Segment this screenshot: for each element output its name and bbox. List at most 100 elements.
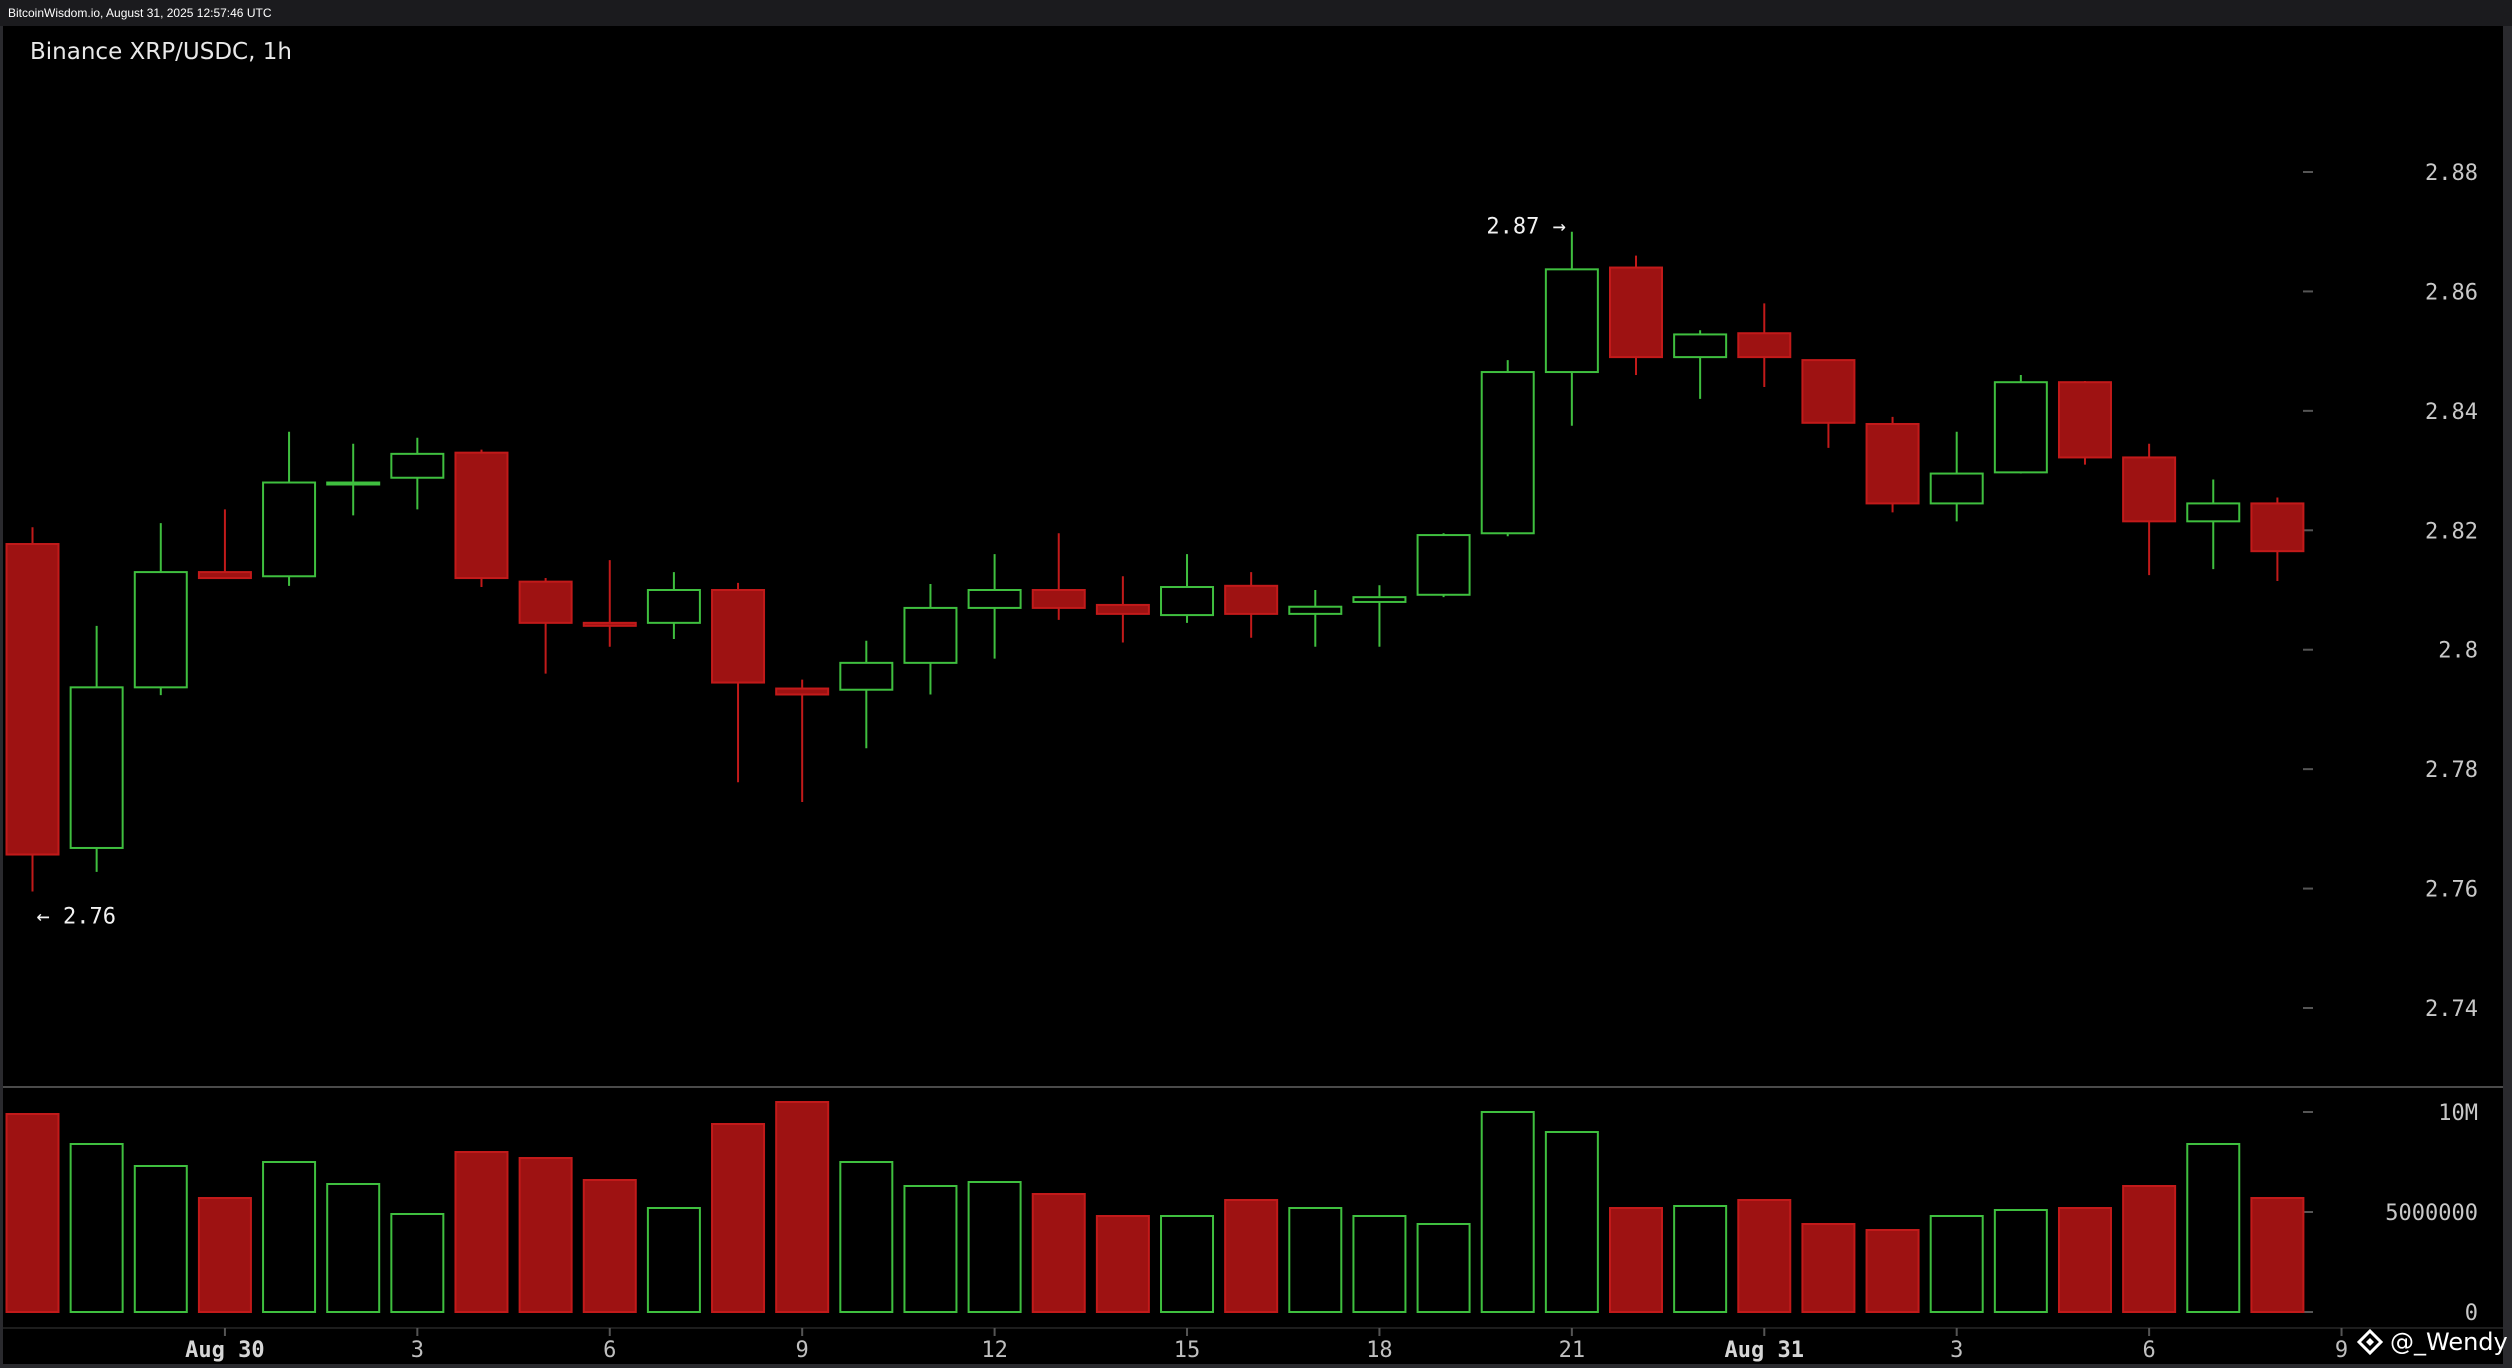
candle	[197, 509, 252, 580]
time-tick-label: 15	[1174, 1338, 1201, 1363]
candle	[967, 554, 1022, 659]
candle-body	[5, 543, 60, 856]
candle-body	[1993, 381, 2048, 474]
candle	[69, 625, 124, 872]
time-tick-label: 9	[2335, 1338, 2348, 1363]
binance-square-icon	[2356, 1328, 2384, 1356]
candle-body	[711, 589, 766, 684]
time-tick-label: 6	[603, 1338, 616, 1363]
candle	[1031, 533, 1086, 620]
volume-bar	[1031, 1193, 1086, 1313]
chart-plot-area	[3, 26, 2503, 1364]
volume-bar	[454, 1151, 509, 1313]
volume-bar	[390, 1213, 445, 1313]
volume-bar	[2122, 1185, 2177, 1313]
candle	[1160, 554, 1215, 623]
price-tick-label: 2.76	[2425, 878, 2478, 903]
candle-body	[326, 481, 381, 486]
volume-bar	[262, 1161, 317, 1313]
volume-bar	[1224, 1199, 1279, 1313]
candle	[326, 443, 381, 516]
volume-bar	[839, 1161, 894, 1313]
candle-body	[2250, 502, 2305, 553]
candle-body	[197, 571, 252, 580]
candle-body	[1480, 371, 1535, 535]
volume-bar	[197, 1197, 252, 1313]
high-price-annotation: 2.87 →	[1486, 215, 1565, 240]
candle-body	[1160, 586, 1215, 617]
candle	[1352, 585, 1407, 647]
candle-body	[518, 580, 573, 624]
candle	[1929, 431, 1984, 522]
volume-bar	[903, 1185, 958, 1313]
chart-title: Binance XRP/USDC, 1h	[30, 39, 292, 65]
volume-bar	[518, 1157, 573, 1313]
low-price-annotation: ← 2.76	[37, 905, 116, 930]
candle-body	[903, 606, 958, 664]
candle	[262, 431, 317, 586]
candle	[1865, 416, 1920, 513]
time-axis: Aug 30 3 6 9 12 15 18 21 Aug 31 3 6 9	[185, 1328, 2348, 1363]
candle-body	[454, 451, 509, 580]
volume-bar	[1737, 1199, 1792, 1313]
candle-body	[646, 589, 701, 624]
time-tick-label: 6	[2142, 1338, 2155, 1363]
candle-body	[2122, 456, 2177, 523]
candle-body	[2186, 502, 2241, 523]
candle	[903, 584, 958, 695]
candle-body	[1416, 534, 1471, 596]
candle	[1288, 590, 1343, 647]
price-tick-label: 2.88	[2425, 161, 2478, 186]
price-tick-label: 2.84	[2425, 400, 2478, 425]
time-tick-label: 3	[411, 1338, 424, 1363]
candle-body	[133, 571, 188, 689]
candle-body	[1031, 589, 1086, 609]
volume-tick-label: 10M	[2438, 1101, 2478, 1126]
time-tick-label: 21	[1559, 1338, 1586, 1363]
time-tick-label: 3	[1950, 1338, 1963, 1363]
volume-bar	[711, 1123, 766, 1313]
price-tick-label: 2.78	[2425, 758, 2478, 783]
candle-body	[1737, 332, 1792, 359]
volume-bar	[582, 1179, 637, 1313]
candle	[5, 527, 60, 892]
candle	[1609, 255, 1663, 376]
candle-body	[839, 661, 894, 691]
volume-bar	[1416, 1223, 1471, 1313]
candle	[711, 582, 766, 783]
watermark: @_Wendy	[2356, 1328, 2508, 1356]
volume-bar	[967, 1181, 1022, 1313]
candle-body	[1929, 472, 1984, 505]
volume-bar	[69, 1143, 124, 1313]
candle-body	[1609, 266, 1663, 359]
volume-bar	[1865, 1229, 1920, 1313]
volume-bar	[775, 1101, 830, 1313]
candle	[518, 578, 573, 674]
candle-body	[2057, 381, 2112, 459]
candle	[1224, 572, 1279, 638]
candle	[2122, 443, 2177, 576]
volume-bar	[5, 1113, 60, 1313]
candle	[1416, 533, 1471, 598]
candle-body	[1865, 422, 1920, 505]
volume-bar	[2057, 1207, 2112, 1313]
candle	[390, 437, 445, 510]
volume-bars	[5, 1101, 2305, 1313]
time-tick-label: Aug 30	[185, 1338, 264, 1363]
volume-bar	[1095, 1215, 1150, 1313]
price-axis: 2.88 2.86 2.84 2.82 2.8 2.78 2.76 2.74	[2303, 161, 2478, 1022]
time-tick-label: 12	[981, 1338, 1008, 1363]
volume-axis: 10M 5000000 0	[2303, 1101, 2478, 1326]
volume-bar	[646, 1207, 701, 1313]
volume-bar	[1352, 1215, 1407, 1313]
volume-bar	[1929, 1215, 1984, 1313]
price-tick-label: 2.8	[2438, 639, 2478, 664]
candle	[2186, 479, 2241, 570]
candle-body	[1801, 359, 1856, 424]
price-tick-label: 2.74	[2425, 997, 2478, 1022]
candle	[454, 449, 509, 588]
candle-body	[69, 686, 124, 849]
volume-tick-label: 0	[2465, 1301, 2478, 1326]
